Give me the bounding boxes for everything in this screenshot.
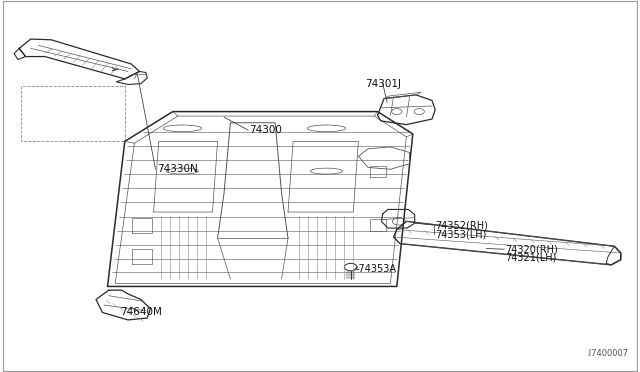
Text: 74353(LH): 74353(LH): [435, 230, 486, 239]
Text: 74301J: 74301J: [365, 79, 401, 89]
Text: 74300: 74300: [250, 125, 282, 135]
Text: -74353A: -74353A: [356, 264, 397, 274]
Text: 74330N: 74330N: [157, 164, 198, 174]
Text: 74320(RH): 74320(RH): [506, 244, 558, 254]
Text: 74640M: 74640M: [120, 308, 162, 317]
Text: .I7400007: .I7400007: [586, 349, 628, 358]
Text: 74352(RH): 74352(RH): [435, 220, 488, 230]
Text: 74321(LH): 74321(LH): [506, 253, 557, 263]
